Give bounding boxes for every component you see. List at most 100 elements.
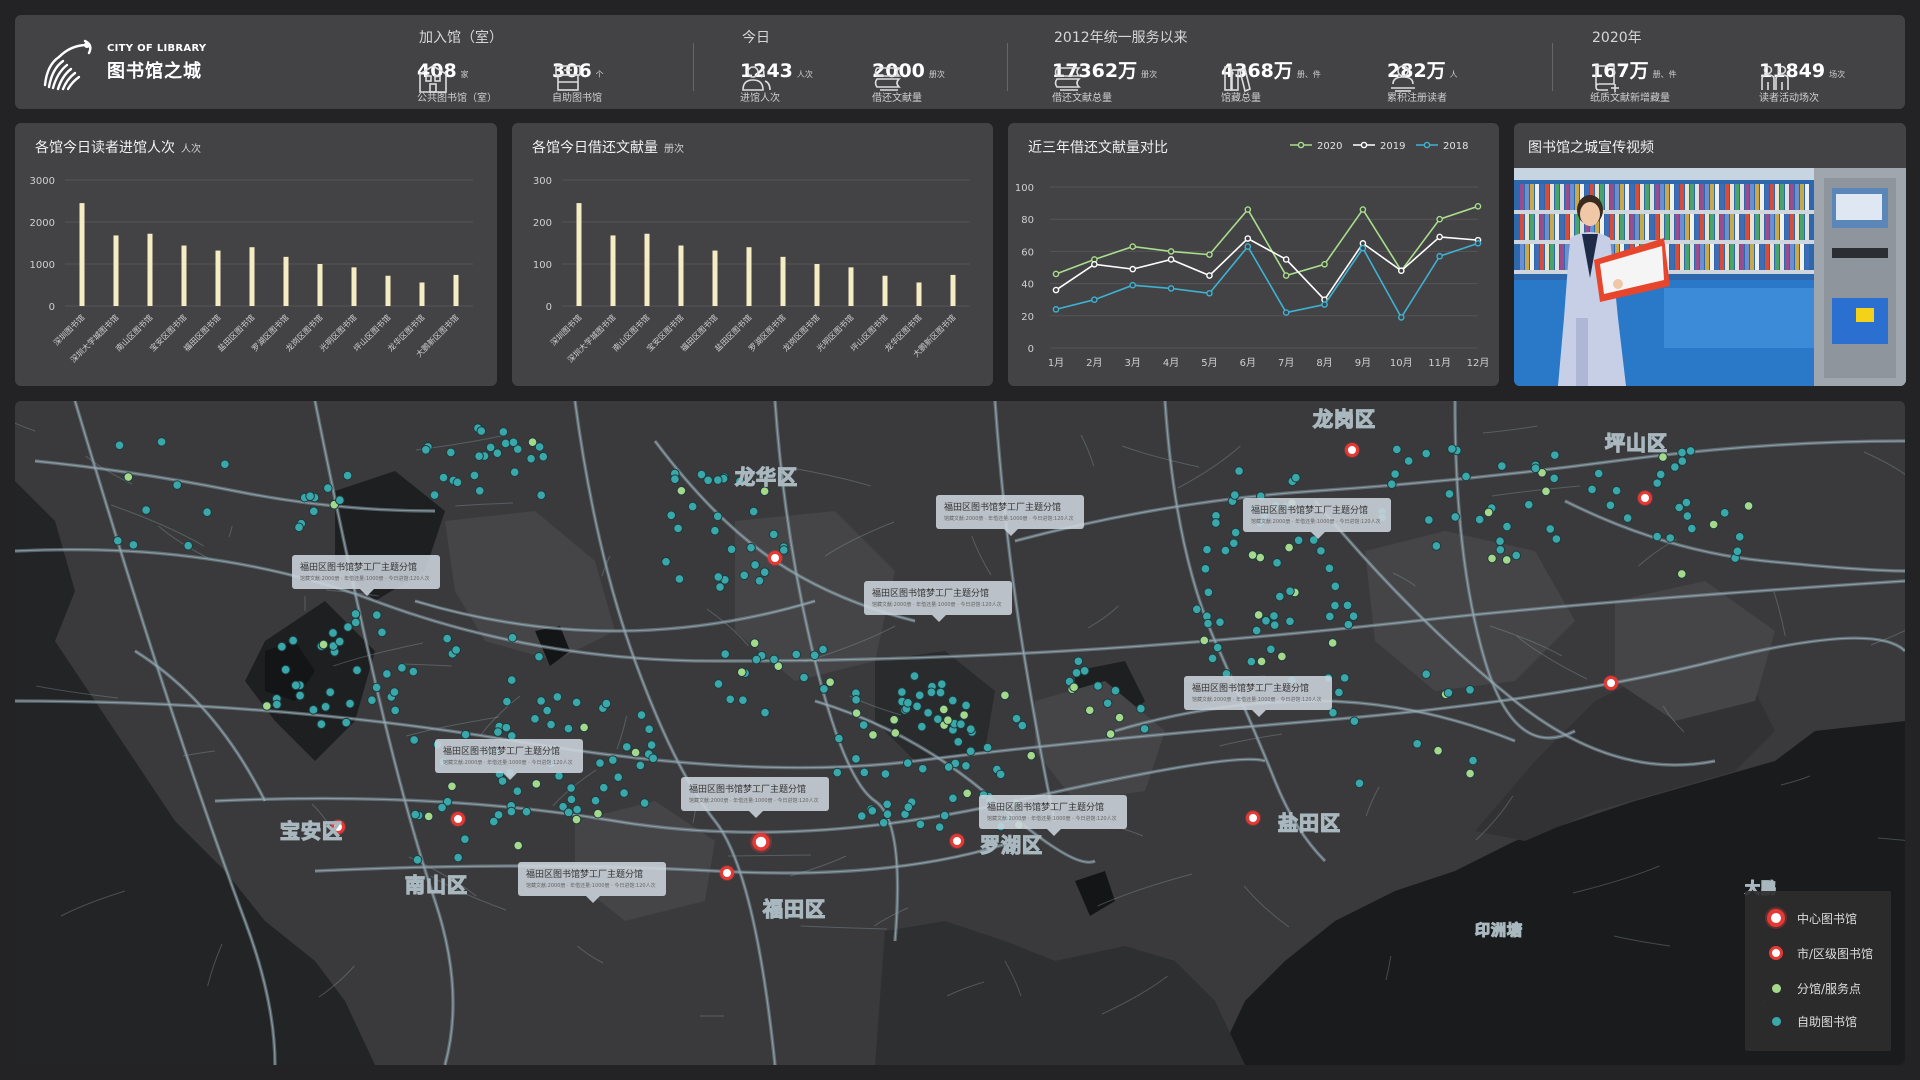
legend-district-library[interactable]: 市/区级图书馆 <box>1767 944 1873 962</box>
kiosk-point[interactable] <box>759 567 770 577</box>
branch-point[interactable] <box>593 808 603 819</box>
kiosk-point[interactable] <box>325 687 336 697</box>
district-library-marker[interactable] <box>1638 491 1652 505</box>
kiosk-point[interactable] <box>735 476 745 487</box>
kiosk-point[interactable] <box>1652 478 1662 488</box>
kiosk-point[interactable] <box>536 490 547 500</box>
kiosk-point[interactable] <box>1285 586 1295 596</box>
kiosk-point[interactable] <box>859 767 870 778</box>
data-point[interactable] <box>1167 248 1175 255</box>
kiosk-point[interactable] <box>746 542 756 553</box>
kiosk-point[interactable] <box>566 783 576 793</box>
branch-callout[interactable]: 福田区图书馆梦工厂主题分馆 馆藏文献:2000册 · 年借还量:1000册 · 今… <box>1184 676 1332 717</box>
bar[interactable] <box>848 267 854 306</box>
kiosk-point[interactable] <box>819 684 829 694</box>
kiosk-point[interactable] <box>661 556 671 567</box>
kiosk-point[interactable] <box>712 511 723 522</box>
branch-point[interactable] <box>630 747 641 758</box>
kiosk-point[interactable] <box>750 560 760 570</box>
branch-point[interactable] <box>1199 635 1210 646</box>
kiosk-point[interactable] <box>1274 591 1285 602</box>
kiosk-point[interactable] <box>1203 587 1214 598</box>
bar[interactable] <box>453 274 459 306</box>
kiosk-point[interactable] <box>779 545 789 555</box>
kiosk-point[interactable] <box>713 679 724 689</box>
bar[interactable] <box>882 275 888 306</box>
kiosk-point[interactable] <box>1272 558 1282 568</box>
kiosk-point[interactable] <box>183 540 193 551</box>
kiosk-point[interactable] <box>1390 469 1400 479</box>
kiosk-point[interactable] <box>601 698 612 709</box>
branch-point[interactable] <box>825 677 835 687</box>
kiosk-point[interactable] <box>595 758 605 768</box>
data-point[interactable] <box>1052 286 1060 294</box>
kiosk-point[interactable] <box>112 535 123 546</box>
bar[interactable] <box>351 267 357 306</box>
kiosk-point[interactable] <box>1261 615 1271 626</box>
kiosk-point[interactable] <box>172 480 182 490</box>
kiosk-point[interactable] <box>1246 656 1257 667</box>
kiosk-point[interactable] <box>141 505 151 515</box>
district-library-marker[interactable] <box>1345 443 1359 457</box>
branch-point[interactable] <box>1487 553 1497 564</box>
kiosk-point[interactable] <box>442 796 453 807</box>
kiosk-point[interactable] <box>460 729 471 740</box>
kiosk-point[interactable] <box>446 447 456 458</box>
kiosk-point[interactable] <box>939 810 950 821</box>
kiosk-point[interactable] <box>713 572 724 582</box>
kiosk-point[interactable] <box>760 707 770 718</box>
kiosk-point[interactable] <box>572 804 582 815</box>
kiosk-point[interactable] <box>323 483 333 493</box>
branch-point[interactable] <box>1743 501 1754 511</box>
kiosk-point[interactable] <box>508 437 519 448</box>
kiosk-point[interactable] <box>917 721 927 732</box>
kiosk-point[interactable] <box>636 710 647 720</box>
kiosk-point[interactable] <box>410 809 421 820</box>
branch-callout[interactable]: 福田区图书馆梦工厂主题分馆 馆藏文献:2000册 · 年借还量:1000册 · 今… <box>936 495 1084 536</box>
bar[interactable] <box>610 235 616 306</box>
kiosk-point[interactable] <box>909 671 920 681</box>
bar[interactable] <box>916 282 922 306</box>
kiosk-point[interactable] <box>1605 500 1616 511</box>
kiosk-point[interactable] <box>1468 755 1478 766</box>
kiosk-point[interactable] <box>1211 518 1221 528</box>
kiosk-point[interactable] <box>1495 544 1506 555</box>
kiosk-point[interactable] <box>1461 471 1471 482</box>
kiosk-point[interactable] <box>1017 720 1028 731</box>
kiosk-point[interactable] <box>768 529 779 540</box>
bar[interactable] <box>712 250 718 306</box>
kiosk-point[interactable] <box>1677 447 1687 458</box>
kiosk-point[interactable] <box>961 700 971 711</box>
kiosk-point[interactable] <box>1734 532 1745 542</box>
kiosk-point[interactable] <box>1530 463 1541 474</box>
kiosk-point[interactable] <box>943 762 954 772</box>
kiosk-point[interactable] <box>674 574 685 584</box>
branch-point[interactable] <box>890 728 901 738</box>
kiosk-point[interactable] <box>316 719 327 729</box>
kiosk-point[interactable] <box>1334 687 1344 698</box>
kiosk-point[interactable] <box>1293 535 1304 546</box>
branch-callout[interactable]: 福田区图书馆梦工厂主题分馆 馆藏文献:2000册 · 年借还量:1000册 · 今… <box>681 777 829 818</box>
bar[interactable] <box>814 264 820 306</box>
kiosk-point[interactable] <box>613 772 624 783</box>
kiosk-point[interactable] <box>114 440 125 451</box>
kiosk-point[interactable] <box>501 722 512 733</box>
kiosk-point[interactable] <box>739 570 750 581</box>
kiosk-point[interactable] <box>534 651 544 662</box>
kiosk-point[interactable] <box>493 810 504 820</box>
kiosk-point[interactable] <box>1665 533 1676 543</box>
library-map[interactable]: 龙岗区 坪山区 龙华区 宝安区 南山区 福田区 罗湖区 盐田区 大鹏 印洲塘 福… <box>15 401 1905 1065</box>
kiosk-point[interactable] <box>345 698 355 709</box>
kiosk-point[interactable] <box>485 442 496 453</box>
kiosk-point[interactable] <box>880 769 891 779</box>
data-point[interactable] <box>1474 203 1482 210</box>
kiosk-point[interactable] <box>1551 534 1562 544</box>
kiosk-point[interactable] <box>1343 619 1354 630</box>
kiosk-point[interactable] <box>566 794 577 805</box>
kiosk-point[interactable] <box>295 690 305 701</box>
branch-point[interactable] <box>851 708 862 718</box>
kiosk-point[interactable] <box>1229 490 1240 500</box>
kiosk-point[interactable] <box>1354 778 1365 789</box>
kiosk-point[interactable] <box>1495 536 1505 547</box>
kiosk-point[interactable] <box>382 669 392 679</box>
